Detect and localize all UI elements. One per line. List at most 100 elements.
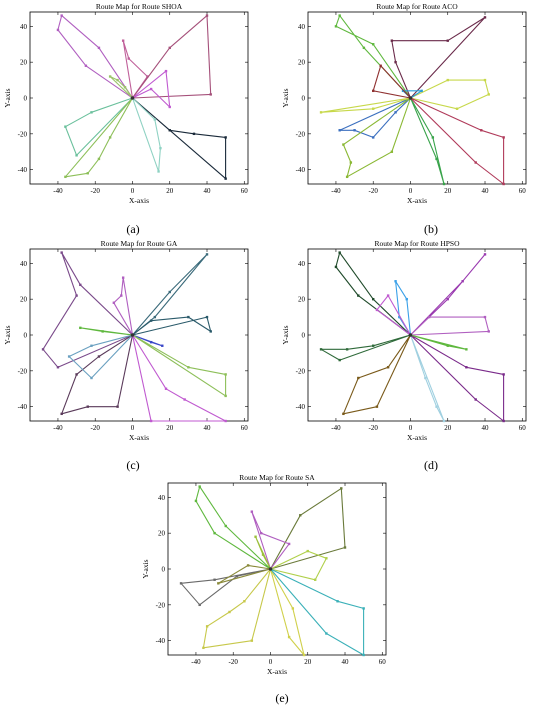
route-stop-marker [213,578,216,581]
route-stop-marker [345,348,349,351]
y-tick-label: -20 [296,367,306,375]
route-stop-marker [338,129,341,132]
chart-title: Route Map for Route SA [239,473,315,482]
y-tick-label: -40 [18,403,28,411]
route-stop-marker [401,89,405,93]
route-line-3 [410,79,490,110]
route-stop-marker [474,161,477,164]
chart-b: Route Map for Route ACO -40 -20 0 20 40 60 -40 -… [281,2,527,205]
route-line-9 [131,334,227,422]
y-axis-label: Y-axis [281,88,290,107]
route-stop-marker [149,419,153,423]
route-stop-marker [502,419,505,423]
route-stop-marker [56,366,60,369]
x-axis-label: X-axis [267,667,287,676]
route-stop-marker [224,373,227,376]
route-stop-marker [202,646,205,650]
x-tick-label: 40 [482,187,490,195]
x-axis-label: X-axis [407,433,427,442]
route-line-1 [335,252,411,336]
route-stop-marker [86,405,89,408]
x-tick-label: -20 [91,187,101,195]
route-line-5 [376,295,411,336]
route-stop-marker [435,405,438,408]
route-stop-marker [192,132,196,136]
route-stop-marker [343,546,347,549]
route-stop-marker [338,251,341,254]
route-stop-marker [446,39,449,42]
route-stop-marker [502,373,505,376]
route-stop-marker [362,653,365,657]
route-line-6 [64,97,133,178]
route-stop-marker [209,330,212,333]
y-tick-label: -20 [296,130,306,138]
route-stop-marker [79,283,82,287]
route-stop-marker [319,111,323,114]
route-stop-marker [90,344,93,347]
route-stop-marker [153,315,157,319]
y-axis-label: Y-axis [141,559,150,578]
route-stop-marker [362,607,365,610]
route-stop-marker [64,125,67,128]
route-line-1 [57,15,133,99]
route-stop-marker [205,253,209,256]
chart-title: Route Map for Route SHOA [96,2,183,11]
x-tick-label: -20 [91,424,101,432]
route-stop-marker [394,60,397,64]
route-stop-marker [250,639,254,642]
route-stop-marker [349,161,353,164]
depot-marker [268,567,273,571]
route-stop-marker [157,170,160,173]
route-stop-marker [101,330,104,333]
route-stop-marker [84,64,88,67]
route-stop-marker [340,487,343,490]
x-tick-label: 40 [482,424,490,432]
route-stop-marker [502,136,505,139]
route-stop-marker [67,355,71,358]
x-tick-label: 20 [444,187,452,195]
y-tick-label: 20 [158,530,166,538]
route-line-10 [410,334,467,350]
x-tick-label: 0 [269,658,273,666]
y-tick-label: 0 [162,566,166,574]
route-stop-marker [198,485,201,488]
y-tick-label: 0 [24,332,28,340]
route-stop-marker [120,294,123,297]
route-stop-marker [483,253,487,256]
route-stop-marker [299,514,302,517]
route-line-4 [132,316,212,336]
route-stop-marker [342,412,345,416]
route-line-6 [180,568,271,606]
route-stop-marker [334,265,338,269]
chart-title: Route Map for Route ACO [376,2,458,11]
route-stop-marker [168,46,171,50]
depot-marker [130,333,135,337]
route-stop-marker [431,136,435,139]
route-stop-marker [235,574,239,578]
route-line-10 [372,65,411,99]
chart-c: Route Map for Route GA -40 -20 0 20 40 60 -40 -2… [3,239,249,442]
route-stop-marker [60,251,63,254]
route-stop-marker [97,157,101,161]
plot-frame [29,248,249,422]
caption-b: (b) [424,222,438,236]
route-line-9 [410,334,505,422]
route-stop-marker [205,315,209,319]
route-stop-marker [474,398,477,401]
route-stop-marker [390,150,394,153]
panel-a: Route Map for Route SHOA -40 -20 0 20 40 60 -40… [0,0,265,215]
x-tick-label: 0 [131,424,135,432]
route-stop-marker [342,143,345,146]
x-axis-label: X-axis [129,433,149,442]
y-tick-label: -40 [296,403,306,411]
y-tick-label: -40 [156,637,166,645]
route-stop-marker [41,348,45,351]
route-stop-marker [420,89,423,93]
y-tick-label: 40 [158,494,166,502]
route-stop-marker [424,376,427,380]
route-stop-marker [287,542,291,546]
route-stop-marker [353,129,356,132]
route-stop-marker [254,535,257,538]
route-stop-marker [375,405,379,408]
y-tick-label: -40 [18,166,28,174]
